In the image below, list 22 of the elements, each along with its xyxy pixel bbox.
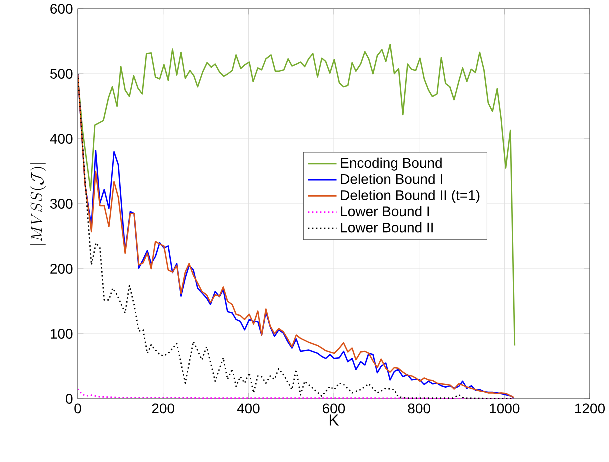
legend-label: Lower Bound I	[341, 206, 430, 217]
x-tick-label: 400	[237, 404, 260, 414]
x-tick-label: 600	[323, 404, 346, 414]
line-series	[78, 44, 516, 346]
y-tick-label: 200	[50, 264, 73, 274]
y-tick-label: 400	[50, 134, 73, 144]
y-tick-label: 600	[50, 4, 73, 14]
y-tick-label: 0	[66, 394, 73, 404]
x-axis-title: K	[330, 414, 340, 426]
x-tick-label: 0	[74, 404, 82, 414]
x-tick-label: 800	[408, 404, 430, 414]
legend-label: Lower Bound II	[341, 222, 433, 233]
legend-label: Deletion Bound I	[341, 174, 442, 184]
x-tick-label: 1000	[490, 404, 520, 414]
legend-label: Deletion Bound II (t=1)	[341, 190, 480, 204]
x-tick-label: 200	[152, 404, 174, 414]
y-tick-label: 500	[50, 69, 73, 79]
y-axis-title: $|MVSS(\mathcal{J})|$	[30, 163, 46, 245]
legend-label: Encoding Bound	[341, 158, 442, 171]
y-tick-label: 100	[51, 329, 73, 339]
x-tick-label: 1200	[576, 404, 606, 414]
y-tick-label: 300	[50, 199, 73, 209]
